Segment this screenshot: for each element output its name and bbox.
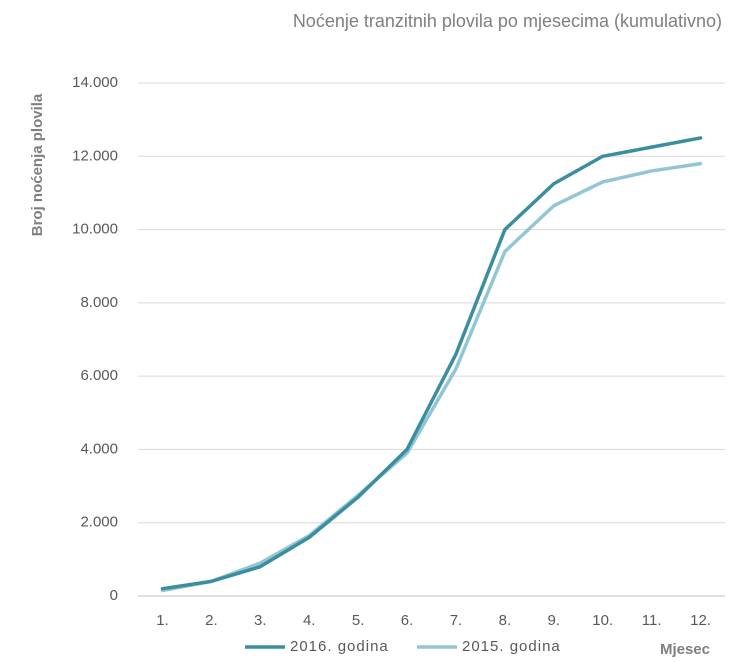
x-tick-label: 3.	[254, 612, 267, 629]
legend-label: 2016. godina	[290, 638, 389, 655]
y-axis-title: Broj noćenja plovila	[29, 93, 46, 236]
x-axis-title: Mjesec	[660, 641, 710, 658]
y-tick-label: 0	[110, 587, 118, 604]
x-tick-label: 6.	[401, 612, 414, 629]
legend-label: 2015. godina	[462, 638, 561, 655]
y-tick-label: 6.000	[80, 367, 118, 384]
x-tick-label: 11.	[642, 612, 662, 629]
y-tick-label: 2.000	[80, 514, 118, 531]
x-tick-label: 4.	[303, 612, 316, 629]
x-tick-label: 7.	[450, 612, 463, 629]
chart-title: Noćenje tranzitnih plovila po mjesecima …	[293, 11, 722, 31]
y-tick-label: 14.000	[72, 74, 118, 91]
x-tick-label: 5.	[352, 612, 365, 629]
y-tick-label: 12.000	[72, 147, 118, 164]
x-tick-label: 10.	[592, 612, 613, 629]
line-series	[160, 161, 703, 593]
x-tick-label: 8.	[499, 612, 512, 629]
x-tick-label: 1.	[156, 612, 169, 629]
x-tick-label: 2.	[205, 612, 218, 629]
x-tick-label: 12.	[690, 612, 711, 629]
y-tick-label: 8.000	[80, 294, 118, 311]
x-tick-label: 9.	[548, 612, 561, 629]
y-tick-label: 10.000	[72, 221, 118, 238]
line-series	[160, 136, 703, 591]
y-tick-label: 4.000	[80, 440, 118, 457]
